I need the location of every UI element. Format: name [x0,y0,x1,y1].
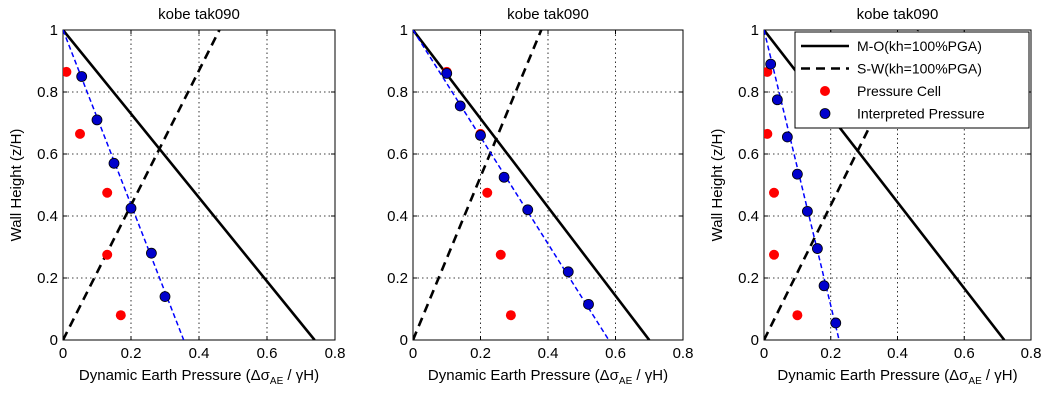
chart-title: kobe tak090 [507,6,589,23]
interpreted-pressure-point [818,280,830,292]
pressure-cell-point [115,310,126,321]
legend-label: Pressure Cell [857,83,941,99]
y-tick-label: 0.2 [37,270,58,287]
y-tick-label: 0.8 [37,84,58,101]
y-tick-label: 0.8 [738,84,759,101]
pressure-cell-point [102,249,113,260]
interpreted-pressure-point [125,202,137,214]
y-tick-label: 1 [50,22,58,39]
y-tick-label: 0.6 [387,146,408,163]
y-tick-label: 0.4 [738,208,759,225]
x-tick-label: 0.2 [121,345,142,362]
y-axis-label: Wall Height (z/H) [8,129,25,242]
interpreted-pressure-point [781,131,793,143]
x-tick-label: 0 [760,345,768,362]
x-tick-label: 0.4 [189,345,210,362]
x-tick-label: 0 [59,345,67,362]
plot-series [413,30,651,340]
chart-panel-2: 0 0.2 0.4 0.6 0.8 0 0.2 0.4 0.6 0.8 1 kobe tak090 Dy… [387,6,693,387]
pressure-cell-point [482,187,493,198]
interpreted-pressure-point [91,114,103,126]
pressure-cell-point [792,310,803,321]
sw-line [63,30,221,340]
legend-swatch-interpreted [819,108,831,119]
interpreted-pressure-point [765,58,777,70]
x-axis-label: Dynamic Earth Pressure (ΔσAE / γH) [79,367,319,387]
pressure-cell-point [63,66,72,77]
x-tick-label: 0 [409,345,417,362]
interpreted-pressure-point [454,100,466,112]
x-tick-label: 0.4 [887,345,908,362]
interpreted-pressure-point [583,298,594,310]
interpreted-pressure-point [159,291,171,303]
interpreted-pressure-point [475,129,486,141]
pressure-cell-point [764,128,773,139]
plot-series [63,30,316,340]
x-tick-label: 0.2 [820,345,841,362]
y-tick-label: 0.6 [738,146,759,163]
pressure-cell-point [75,128,85,139]
interpreted-pressure-point [108,157,120,169]
y-tick-label: 0.6 [37,146,58,163]
legend-label: S-W(kh=100%PGA) [857,61,982,77]
chart-panel-3: 0 0.2 0.4 0.6 0.8 0 0.2 0.4 0.6 0.8 1 kobe tak090 Dy… [709,6,1041,387]
chart-title: kobe tak090 [857,6,939,23]
legend-box [794,31,1030,129]
y-tick-label: 0.2 [387,270,408,287]
y-tick-label: 0.2 [738,270,759,287]
x-tick-label: 0.8 [1021,345,1042,362]
legend-label: M-O(kh=100%PGA) [857,38,982,54]
interpreted-pressure-point [145,247,157,259]
chart-panel-1: 0 0.2 0.4 0.6 0.8 0 0.2 0.4 0.6 0.8 1 kobe tak090 Dy… [8,6,345,387]
mo-line [63,30,316,340]
pressure-cell-point [102,187,113,198]
y-axis-label: Wall Height (z/H) [709,129,726,242]
x-tick-label: 0.6 [954,345,975,362]
y-tick-label: 1 [400,22,408,39]
y-tick-label: 1 [751,22,759,39]
x-tick-label: 0.4 [538,345,559,362]
interpreted-pressure-point [522,204,534,216]
interpreted-pressure-point [830,317,842,329]
pressure-cell-point [769,187,780,198]
interpreted-pressure-point [441,68,453,79]
interpreted-fit-line [413,30,610,340]
x-axis-label: Dynamic Earth Pressure (ΔσAE / γH) [428,367,668,387]
legend-label: Interpreted Pressure [857,106,985,122]
interpreted-pressure-point [812,243,823,254]
x-tick-label: 0.6 [257,345,278,362]
pressure-cell-point [505,310,516,321]
interpreted-pressure-point [801,205,813,217]
y-tick-label: 0.4 [37,208,58,225]
x-tick-label: 0.6 [605,345,626,362]
y-tick-label: 0 [50,332,58,349]
legend: M-O(kh=100%PGA) S-W(kh=100%PGA) Pressure C… [794,31,1030,129]
interpreted-pressure-point [562,266,574,278]
interpreted-pressure-point [76,71,88,82]
y-tick-label: 0 [400,332,408,349]
mo-line [413,30,651,340]
x-tick-label: 0.2 [470,345,491,362]
pressure-cell-point [769,249,780,260]
y-tick-label: 0.4 [387,208,408,225]
chart-title: kobe tak090 [158,6,240,23]
interpreted-pressure-point [498,171,510,183]
y-tick-label: 0.8 [387,84,408,101]
x-tick-label: 0.8 [325,345,346,362]
x-axis-label: Dynamic Earth Pressure (ΔσAE / γH) [777,367,1017,387]
interpreted-pressure-point [771,94,783,106]
legend-swatch-pressure-cell [820,86,830,96]
sw-line [413,30,543,340]
pressure-cell-point [495,249,506,260]
interpreted-pressure-point [791,168,803,180]
x-tick-label: 0.8 [673,345,694,362]
y-tick-label: 0 [751,332,759,349]
